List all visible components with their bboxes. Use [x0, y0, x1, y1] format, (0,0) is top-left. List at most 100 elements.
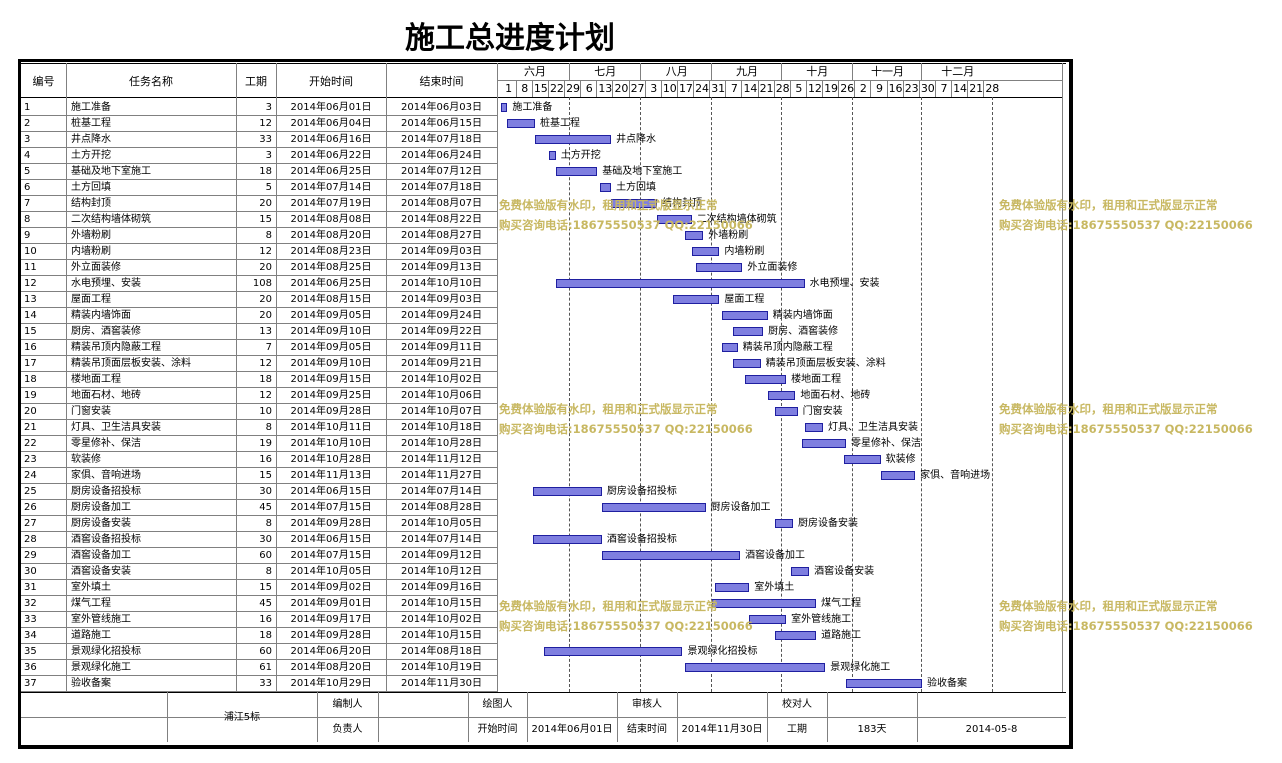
week-label: 28 — [985, 82, 1000, 95]
row-divider — [21, 275, 497, 276]
task-no: 19 — [24, 390, 37, 401]
task-end: 2014年09月11日 — [401, 342, 482, 353]
month-gridline — [921, 97, 922, 692]
row-divider — [21, 515, 497, 516]
task-start: 2014年10月10日 — [290, 438, 372, 449]
task-start: 2014年10月05日 — [290, 566, 372, 577]
footer-duration-value: 183天 — [857, 724, 887, 735]
footer-divider — [468, 692, 469, 742]
task-start: 2014年09月17日 — [290, 614, 372, 625]
task-name: 桩基工程 — [71, 118, 111, 129]
watermark-text: 购买咨询电话:18675550537 QQ:22150066 — [999, 422, 1253, 436]
task-no: 24 — [24, 470, 37, 481]
table-row: 33 室外管线施工 16 2014年09月17日 2014年10月02日 — [0, 612, 497, 628]
header-days: 工期 — [245, 75, 267, 88]
gantt-bar — [544, 647, 683, 656]
row-divider — [21, 499, 497, 500]
week-label: 2 — [859, 82, 867, 95]
gantt-bar-label: 屋面工程 — [724, 294, 765, 305]
task-days: 3 — [265, 102, 272, 113]
week-label: 28 — [775, 82, 790, 95]
task-no: 22 — [24, 438, 37, 449]
gantt-bar — [500, 103, 508, 112]
gantt-bar — [846, 679, 923, 688]
row-divider — [21, 547, 497, 548]
watermark-text: 免费体验版有水印，租用和正式版显示正常 — [499, 198, 718, 212]
task-no: 18 — [24, 374, 37, 385]
gantt-bar-label: 井点降水 — [616, 134, 657, 145]
task-start: 2014年08月20日 — [290, 230, 372, 241]
task-start: 2014年09月15日 — [290, 374, 372, 385]
footer-start-value: 2014年06月01日 — [531, 724, 613, 735]
gantt-bar — [774, 407, 798, 416]
task-days: 60 — [259, 550, 272, 561]
task-end: 2014年10月18日 — [401, 422, 482, 433]
task-start: 2014年06月15日 — [290, 486, 372, 497]
gantt-bar-label: 厨房设备加工 — [710, 502, 771, 513]
week-divider — [838, 80, 839, 97]
gantt-bar-label: 精装吊顶面层板安装、涂料 — [765, 358, 886, 369]
watermark-text: 免费体验版有水印，租用和正式版显示正常 — [999, 402, 1218, 416]
gantt-bar — [507, 119, 536, 128]
task-no: 5 — [24, 166, 31, 177]
task-name: 厨房、酒窖装修 — [71, 326, 141, 337]
task-name: 内墙粉刷 — [71, 246, 111, 257]
task-days: 15 — [259, 214, 272, 225]
task-name: 外墙粉刷 — [71, 230, 111, 241]
task-start: 2014年06月20日 — [290, 646, 372, 657]
task-name: 灯具、卫生洁具安装 — [71, 422, 161, 433]
week-divider — [725, 80, 726, 97]
gantt-bar — [601, 551, 741, 560]
task-name: 土方回填 — [71, 182, 111, 193]
month-label: 十二月 — [941, 65, 975, 78]
task-days: 19 — [259, 438, 272, 449]
task-no: 11 — [24, 262, 37, 273]
gantt-bar — [733, 359, 761, 368]
gantt-bar-label: 结构封顶 — [662, 198, 703, 209]
task-name: 室外填土 — [71, 582, 111, 593]
task-start: 2014年08月08日 — [290, 214, 372, 225]
month-label: 十一月 — [870, 65, 904, 78]
task-no: 12 — [24, 278, 37, 289]
gantt-bar — [691, 247, 720, 256]
header-start: 开始时间 — [309, 75, 353, 88]
week-label: 7 — [940, 82, 948, 95]
footer-divider — [767, 692, 768, 742]
task-no: 16 — [24, 342, 37, 353]
task-end: 2014年08月22日 — [401, 214, 482, 225]
gantt-bar — [714, 583, 750, 592]
task-start: 2014年09月05日 — [290, 342, 372, 353]
task-start: 2014年07月15日 — [290, 550, 372, 561]
gantt-bar-label: 酒窖设备安装 — [814, 566, 875, 577]
watermark-text: 免费体验版有水印，租用和正式版显示正常 — [499, 402, 718, 416]
task-days: 108 — [252, 278, 272, 289]
task-end: 2014年10月10日 — [401, 278, 482, 289]
month-label: 六月 — [524, 65, 547, 78]
gantt-bar-label: 水电预埋、安装 — [809, 278, 880, 289]
footer-start-label: 开始时间 — [477, 724, 518, 735]
gantt-bar — [843, 455, 881, 464]
row-divider — [21, 227, 497, 228]
task-start: 2014年06月16日 — [290, 134, 372, 145]
task-days: 3 — [265, 150, 272, 161]
row-divider — [21, 643, 497, 644]
row-divider — [21, 451, 497, 452]
task-start: 2014年07月14日 — [290, 182, 372, 193]
task-no: 17 — [24, 358, 37, 369]
month-label: 十月 — [806, 65, 829, 78]
table-row: 22 零星修补、保洁 19 2014年10月10日 2014年10月28日 — [0, 436, 497, 452]
gantt-bar — [684, 231, 704, 240]
row-divider — [21, 531, 497, 532]
task-end: 2014年07月14日 — [401, 486, 482, 497]
table-row: 14 精装内墙饰面 20 2014年09月05日 2014年09月24日 — [0, 308, 497, 324]
table-row: 13 屋面工程 20 2014年08月15日 2014年09月03日 — [0, 292, 497, 308]
task-no: 27 — [24, 518, 37, 529]
header-end: 结束时间 — [419, 75, 464, 88]
table-row: 31 室外填土 15 2014年09月02日 2014年09月16日 — [0, 580, 497, 596]
week-divider — [887, 80, 888, 97]
task-name: 室外管线施工 — [71, 614, 131, 625]
week-divider — [822, 80, 823, 97]
task-end: 2014年07月18日 — [401, 134, 482, 145]
task-no: 7 — [24, 198, 31, 209]
week-divider — [516, 80, 517, 97]
